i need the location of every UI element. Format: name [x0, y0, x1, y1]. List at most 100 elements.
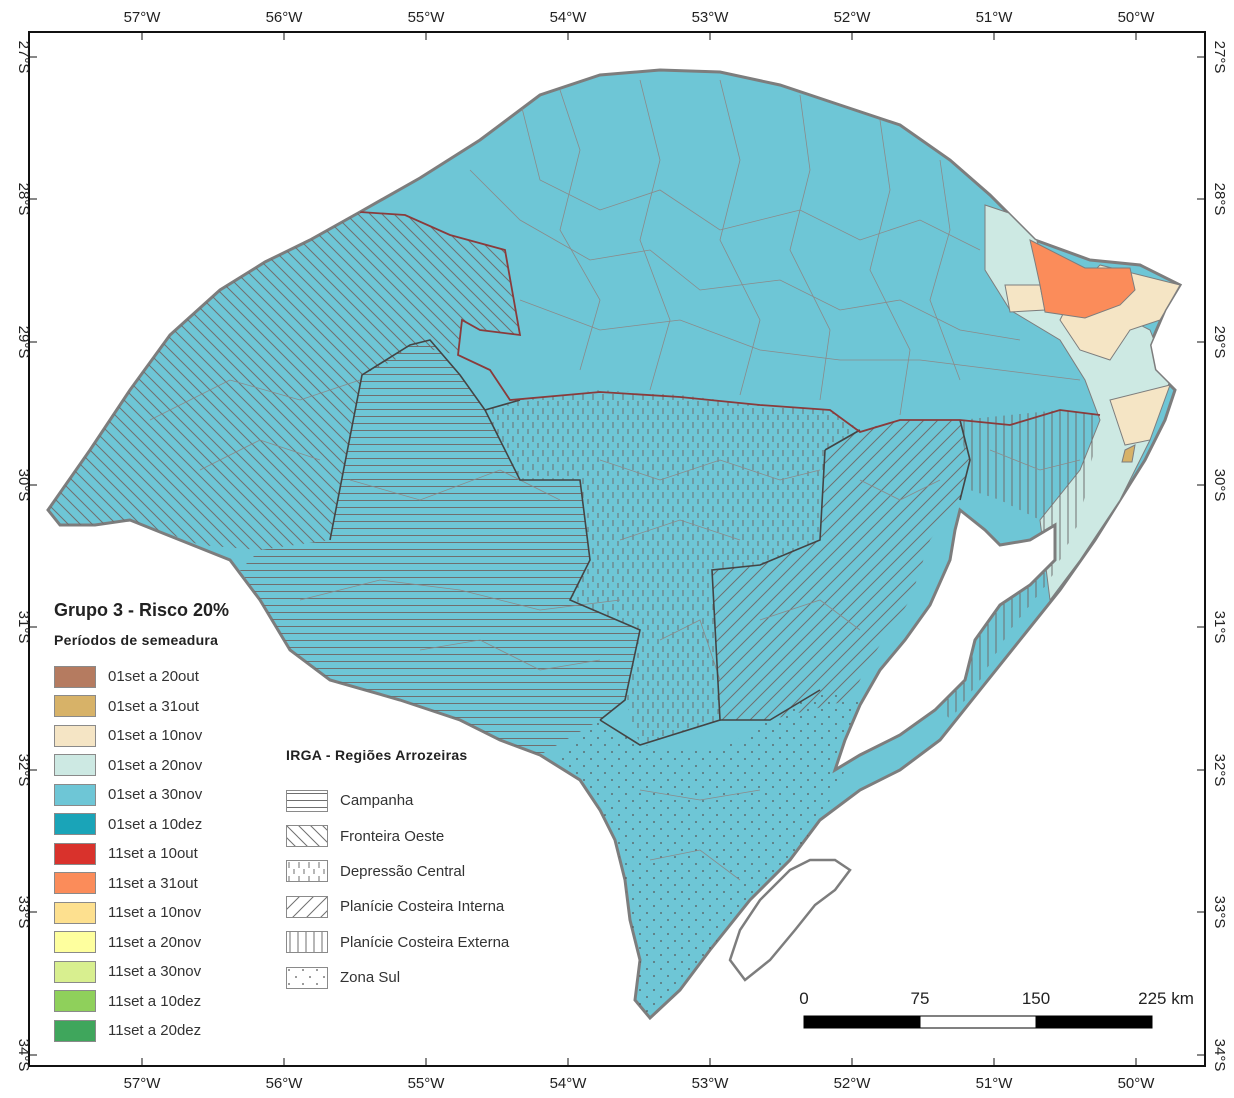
scale-bar: 0 75 150 225 km [799, 989, 1194, 1029]
lon-label-top: 51°W [976, 9, 1014, 26]
lat-label-right: 29°S [1211, 326, 1228, 359]
region-legend-label: Fronteira Oeste [340, 827, 445, 845]
lat-label-right: 30°S [1211, 469, 1228, 502]
legend-swatch [54, 931, 96, 954]
lon-label-top: 55°W [408, 9, 446, 26]
class-01set-10nov-zone-3 [1109, 384, 1171, 446]
region-pattern-swatch [286, 966, 328, 989]
class-01set-10nov-zone-2 [1004, 284, 1046, 313]
legend-label: 01set a 10dez [108, 815, 203, 833]
legend-swatch [54, 783, 96, 806]
lon-label-bottom: 52°W [834, 1075, 872, 1092]
legend-item: 01set a 10dez [54, 810, 202, 840]
legend-item: 01set a 20nov [54, 751, 202, 781]
region-legend-label: Planície Costeira Externa [340, 933, 510, 951]
lon-label-top: 53°W [692, 9, 730, 26]
legend-swatch [54, 901, 96, 924]
lat-label-right: 33°S [1211, 896, 1228, 929]
lon-label-bottom: 57°W [124, 1075, 162, 1092]
legend-swatch [54, 1019, 96, 1042]
lat-label-left: 32°S [15, 754, 32, 787]
legend-item: 01set a 10nov [54, 721, 202, 751]
lat-label-left: 27°S [15, 41, 32, 74]
lon-label-top: 57°W [124, 9, 162, 26]
region-legend-label: Campanha [340, 792, 414, 810]
plateau-boundary-line [359, 211, 1101, 433]
region-legend-item: Depressão Central [286, 854, 509, 889]
legend-swatch [54, 724, 96, 747]
region-pattern-swatch [286, 931, 328, 954]
region-campanha [240, 340, 640, 755]
class-11set-31out-zone [1029, 239, 1136, 319]
legend-label: 11set a 10dez [108, 992, 202, 1010]
region-depressao-central [485, 390, 860, 745]
municipality-boundaries [149, 79, 1081, 881]
lon-label-top: 56°W [266, 9, 304, 26]
lon-label-bottom: 56°W [266, 1075, 304, 1092]
legend-label: 11set a 10nov [108, 904, 202, 922]
legend-subtitle: Períodos de semeadura [54, 632, 219, 648]
legend-label: 11set a 20nov [108, 933, 202, 951]
region-legend-item: Campanha [286, 783, 509, 818]
lat-label-right: 27°S [1211, 41, 1228, 74]
legend-label: 01set a 31out [108, 697, 199, 715]
legend-title: Grupo 3 - Risco 20% [54, 600, 230, 620]
legend-item: 11set a 20nov [54, 928, 202, 958]
legend-swatch [54, 695, 96, 718]
lat-label-right: 31°S [1211, 611, 1228, 644]
legend-item: 11set a 10nov [54, 898, 202, 928]
regions-title: IRGA - Regiões Arrozeiras [286, 747, 468, 763]
lat-label-left: 29°S [15, 326, 32, 359]
lat-label-right: 28°S [1211, 183, 1228, 216]
legend-label: 01set a 30nov [108, 786, 203, 804]
graticule-ticks [29, 32, 1205, 1066]
lon-label-bottom: 51°W [976, 1075, 1014, 1092]
region-legend-item: Fronteira Oeste [286, 818, 509, 853]
region-pattern-swatch [286, 825, 328, 848]
lat-label-right: 32°S [1211, 754, 1228, 787]
region-pattern-swatch [286, 895, 328, 918]
legend-item: 11set a 10out [54, 839, 202, 869]
region-legend-item: Planície Costeira Interna [286, 889, 509, 924]
lat-label-left: 30°S [15, 469, 32, 502]
lon-label-bottom: 50°W [1118, 1075, 1156, 1092]
legend-swatch [54, 872, 96, 895]
legend-swatch [54, 665, 96, 688]
legend-label: 01set a 10nov [108, 727, 203, 745]
class-01set-31out-zone [1121, 444, 1136, 463]
legend-label: 11set a 20dez [108, 1022, 202, 1040]
region-pattern-swatch [286, 860, 328, 883]
region-legend-label: Planície Costeira Interna [340, 898, 505, 916]
legend-item: 11set a 10dez [54, 987, 202, 1017]
lagoa-dos-patos [832, 507, 1057, 774]
legend-swatch [54, 990, 96, 1013]
region-planicie-costeira-interna [712, 420, 970, 720]
legend-item: 01set a 30nov [54, 780, 202, 810]
legend-item: 11set a 20dez [54, 1016, 202, 1046]
legend-list: 01set a 20out 01set a 31out 01set a 10nov 0… [54, 662, 202, 1046]
legend-swatch [54, 960, 96, 983]
legend-label: 11set a 30nov [108, 963, 202, 981]
legend-label: 01set a 20out [108, 668, 199, 686]
region-fronteira-oeste [48, 212, 520, 550]
scale-label: 75 [911, 989, 930, 1008]
region-pattern-swatch [286, 789, 328, 812]
lon-label-top: 52°W [834, 9, 872, 26]
scale-label: 225 km [1138, 989, 1194, 1008]
legend-item: 01set a 20out [54, 662, 202, 692]
region-legend-label: Zona Sul [340, 969, 401, 987]
lon-label-bottom: 54°W [550, 1075, 588, 1092]
legend-swatch [54, 842, 96, 865]
region-zona-sul [560, 690, 860, 1018]
legend-label: 11set a 31out [108, 874, 198, 892]
legend-label: 11set a 10out [108, 845, 198, 863]
lat-label-left: 34°S [15, 1039, 32, 1072]
region-legend-label: Depressão Central [340, 862, 466, 880]
lat-label-left: 28°S [15, 183, 32, 216]
lon-label-top: 54°W [550, 9, 588, 26]
lon-label-bottom: 55°W [408, 1075, 446, 1092]
lon-label-bottom: 53°W [692, 1075, 730, 1092]
region-legend-item: Planície Costeira Externa [286, 925, 509, 960]
lagoa-mirim [728, 858, 852, 982]
